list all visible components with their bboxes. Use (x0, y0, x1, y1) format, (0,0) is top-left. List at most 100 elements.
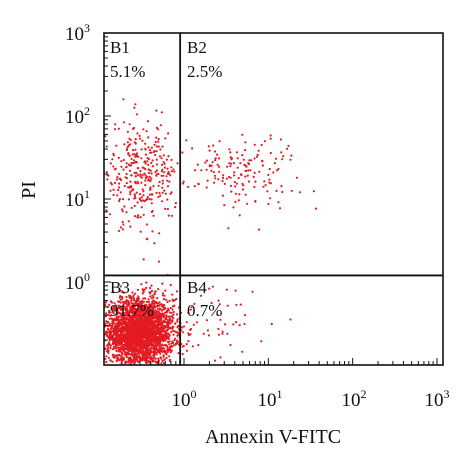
event-point-b1 (114, 123, 117, 126)
event-point-b1 (113, 181, 117, 185)
event-point-b2 (244, 141, 247, 144)
event-point-b3 (123, 323, 126, 326)
event-point-b2 (281, 158, 284, 161)
event-point-b2 (241, 154, 244, 157)
event-point-b1 (125, 172, 128, 175)
event-point-b2 (214, 177, 217, 180)
event-point-b1 (130, 157, 133, 160)
event-point-b3 (120, 315, 123, 318)
quadrant-b4-name: B4 (187, 278, 207, 297)
event-point-b1 (166, 172, 169, 175)
event-point-b2 (221, 179, 224, 183)
x-tick-label-100: 102 (342, 387, 367, 411)
event-point-b1 (149, 169, 152, 172)
event-point-b3 (142, 345, 145, 348)
event-point-b3 (126, 326, 129, 330)
event-point-b4 (251, 290, 254, 293)
event-point-b2 (214, 157, 217, 160)
event-point-b2 (272, 171, 275, 174)
event-point-b3 (136, 340, 139, 343)
event-point-b3 (144, 352, 147, 355)
event-point-b3 (134, 292, 137, 295)
event-point-b2 (269, 197, 272, 200)
event-point-b3 (164, 326, 167, 329)
event-point-b1 (142, 258, 145, 261)
event-point-b3 (169, 351, 172, 354)
event-point-b1 (151, 165, 155, 168)
event-point-b3 (132, 294, 135, 297)
event-point-b3 (150, 319, 153, 322)
event-point-b2 (275, 189, 278, 192)
event-point-b1 (181, 182, 184, 185)
event-point-b3 (161, 292, 165, 295)
event-point-b3 (164, 333, 167, 337)
event-point-b3 (149, 348, 152, 351)
event-point-b3 (152, 306, 155, 309)
event-point-b1 (131, 188, 134, 191)
event-point-b3 (143, 330, 146, 333)
event-point-b3 (126, 324, 129, 327)
event-point-b3 (155, 339, 158, 342)
event-point-b3 (161, 308, 164, 311)
event-point-b3 (108, 342, 111, 346)
event-point-b3 (151, 351, 154, 354)
event-point-b1 (134, 148, 137, 151)
event-point-b4 (197, 344, 200, 347)
event-point-b3 (135, 333, 138, 336)
event-point-b2 (218, 140, 221, 143)
event-point-b2 (245, 202, 249, 205)
event-point-b3 (113, 329, 116, 332)
event-point-b3 (142, 297, 145, 300)
event-point-b1 (119, 191, 122, 194)
event-point-b1 (144, 174, 147, 177)
event-point-b3 (161, 328, 164, 331)
event-point-b3 (115, 354, 118, 357)
event-point-b3 (123, 301, 126, 304)
event-point-b1 (123, 143, 126, 146)
event-point-b1 (142, 213, 145, 216)
event-point-b1 (134, 138, 137, 141)
event-point-b3 (162, 306, 165, 309)
event-point-b3 (150, 327, 153, 331)
event-point-b1 (133, 106, 136, 109)
event-point-b3 (115, 307, 119, 310)
event-point-b2 (185, 139, 188, 142)
event-point-b1 (157, 128, 160, 131)
event-point-b3 (141, 343, 144, 346)
event-point-b2 (217, 157, 221, 160)
event-point-b3 (136, 322, 139, 325)
event-point-b3 (112, 345, 115, 349)
y-tick-label-10: 101 (65, 187, 90, 211)
event-point-b3 (161, 360, 164, 363)
event-point-b3 (171, 340, 174, 343)
event-point-b1 (152, 185, 155, 188)
event-point-b3 (118, 305, 121, 308)
event-point-b4 (193, 302, 196, 305)
event-point-b1 (187, 185, 190, 189)
event-point-b3 (115, 357, 118, 360)
event-point-b3 (170, 311, 173, 314)
event-point-b3 (124, 330, 127, 333)
event-point-b3 (133, 324, 136, 327)
quadrant-b1-name: B1 (110, 38, 130, 57)
event-point-b1 (112, 188, 115, 191)
event-point-b3 (166, 300, 169, 303)
event-point-b4 (226, 332, 229, 335)
axis-ticks (104, 32, 438, 366)
event-point-b3 (160, 338, 163, 341)
event-point-b1 (155, 191, 158, 194)
event-point-b3 (143, 304, 146, 307)
event-point-b3 (116, 344, 120, 347)
event-point-b2 (286, 147, 289, 150)
event-point-b3 (137, 314, 140, 317)
event-point-b3 (145, 281, 148, 284)
event-point-b3 (149, 303, 152, 306)
event-point-b3 (154, 334, 157, 337)
event-point-b3 (108, 339, 112, 342)
event-point-b2 (217, 165, 221, 168)
event-point-b1 (134, 160, 138, 163)
x-tick-label-1: 100 (172, 387, 197, 411)
event-point-b2 (254, 180, 257, 183)
event-point-b4 (219, 318, 222, 321)
event-point-b3 (137, 332, 140, 335)
